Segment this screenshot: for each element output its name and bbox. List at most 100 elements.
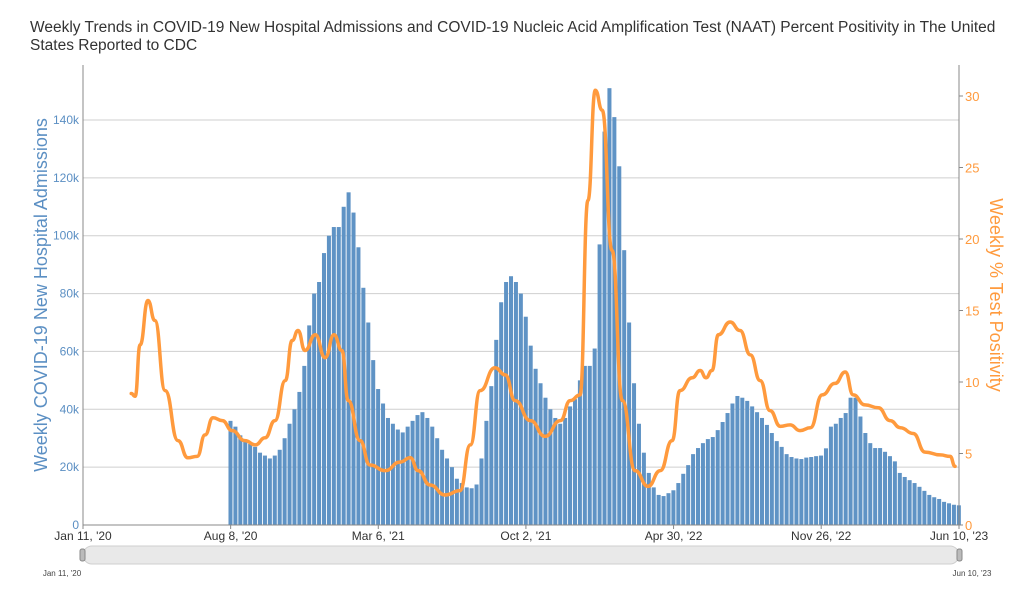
bar <box>405 426 410 525</box>
bar <box>410 420 415 525</box>
x-tick-label: Jan 11, '20 <box>54 529 112 543</box>
range-slider-track[interactable] <box>82 545 960 565</box>
bar <box>454 478 459 525</box>
bar <box>819 455 824 525</box>
y2-tick-label: 30 <box>965 89 979 104</box>
bar <box>258 452 263 525</box>
range-slider[interactable]: Jan 11, '20 Jun 10, '23 <box>43 545 992 578</box>
bar <box>425 417 430 525</box>
y-axis-title: Weekly COVID-19 New Hospital Admissions <box>31 118 51 472</box>
bar <box>282 438 287 525</box>
bar <box>553 417 558 525</box>
bar <box>272 455 277 525</box>
bar <box>720 422 725 525</box>
y2-tick-label: 10 <box>965 375 979 390</box>
bar <box>651 487 656 525</box>
bar <box>823 448 828 525</box>
bar <box>248 444 253 525</box>
bar <box>833 423 838 525</box>
bar <box>228 420 233 525</box>
bar <box>745 400 750 525</box>
bar <box>764 424 769 525</box>
bar <box>632 383 637 525</box>
bar <box>715 430 720 525</box>
bar <box>863 433 868 525</box>
bar <box>656 494 661 525</box>
bar <box>809 457 814 525</box>
bar <box>789 457 794 525</box>
y-tick-label: 140k <box>53 113 80 127</box>
bar <box>883 451 888 525</box>
bar <box>307 325 312 525</box>
bar <box>321 253 327 526</box>
y2-tick-label: 25 <box>965 161 979 176</box>
bar <box>878 448 883 525</box>
bar <box>277 449 282 525</box>
bar <box>814 456 819 525</box>
range-slider-left-handle[interactable] <box>79 548 86 562</box>
bar <box>700 443 705 525</box>
y-tick-label: 80k <box>60 287 80 301</box>
bar <box>558 423 563 525</box>
bar <box>843 413 848 525</box>
bar <box>297 391 302 525</box>
bar <box>504 282 509 525</box>
bar <box>262 455 267 525</box>
bar <box>371 360 376 525</box>
range-slider-right-handle[interactable] <box>956 548 963 562</box>
bar <box>464 487 469 525</box>
bar <box>587 365 592 525</box>
y-tick-label: 40k <box>60 402 80 416</box>
bar <box>538 383 543 525</box>
bar <box>376 389 381 525</box>
y-tick-label: 20k <box>60 460 80 474</box>
x-tick-label: Jun 10, '23 <box>930 529 989 543</box>
bar <box>287 423 292 525</box>
bar <box>238 435 243 525</box>
bar <box>292 409 297 525</box>
bar <box>681 473 686 525</box>
bar <box>917 486 922 525</box>
bar <box>922 490 927 525</box>
bar <box>474 484 479 525</box>
bar <box>710 437 715 525</box>
positivity-line-group <box>129 88 957 497</box>
bar <box>641 452 646 525</box>
bar <box>755 412 760 525</box>
bar <box>528 345 533 525</box>
y-tick-label: 120k <box>53 171 80 185</box>
admissions-bars <box>228 88 961 526</box>
bar <box>937 498 942 525</box>
bar <box>794 458 799 525</box>
bar <box>666 493 671 525</box>
bar <box>420 412 425 525</box>
bar <box>331 227 336 526</box>
bar <box>873 448 878 525</box>
bar <box>489 386 494 525</box>
bar <box>671 490 676 525</box>
bar <box>459 483 464 525</box>
bar <box>597 244 602 525</box>
bar <box>513 282 518 525</box>
bar <box>932 497 937 525</box>
bar <box>548 409 553 525</box>
bar <box>390 423 395 525</box>
bar <box>779 446 784 525</box>
bar <box>479 458 484 525</box>
y2-tick-label: 15 <box>965 304 979 319</box>
bar <box>769 433 774 525</box>
bar <box>838 417 843 525</box>
y2-axis-title: Weekly % Test Positivity <box>986 198 1006 391</box>
y2-tick-label: 20 <box>965 232 979 247</box>
bar <box>897 472 902 525</box>
bar <box>508 276 514 525</box>
bar <box>725 413 730 525</box>
bar <box>435 438 440 525</box>
x-tick-label: Aug 8, '20 <box>204 529 258 543</box>
bar <box>750 406 755 525</box>
bar <box>696 448 701 525</box>
bar <box>676 483 681 525</box>
bar <box>361 287 366 525</box>
axes: 0 20k 40k 60k 80k 100k 120k 140k 0 5 10 15 20 25 30 Jan… <box>53 65 989 543</box>
bar <box>563 417 568 525</box>
